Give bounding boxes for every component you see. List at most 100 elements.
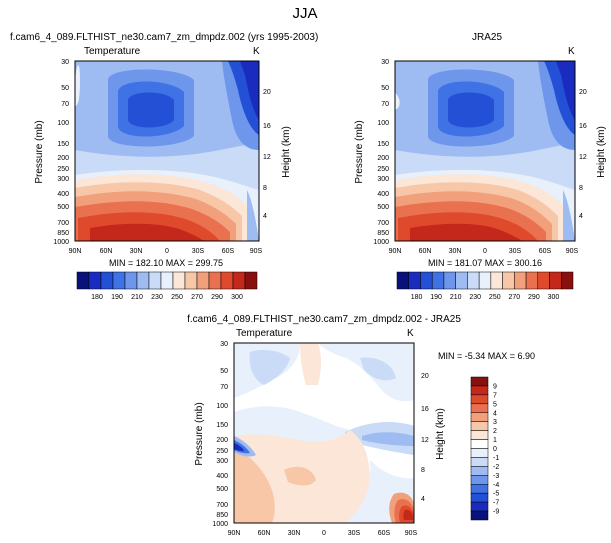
colorbar-label: 270 <box>508 294 520 301</box>
colorbar-swatch <box>420 271 433 290</box>
y-tick-label: 400 <box>57 191 69 198</box>
y-tick-label: 1000 <box>373 239 389 246</box>
y-tick-label: 100 <box>377 120 389 127</box>
y-tick-label: 200 <box>377 155 389 162</box>
colorbar-swatch <box>136 271 150 290</box>
colorbar-label: -2 <box>493 464 499 471</box>
height-tick-label: 20 <box>579 89 587 96</box>
colorbar-swatch <box>232 271 246 290</box>
y-ticks-right: 20 16 12 8 4 <box>263 89 271 220</box>
colorbar-swatch <box>470 510 489 521</box>
colorbar-swatch <box>470 385 489 396</box>
colorbar-difference: 9 7 5 4 3 2 1 0 -1 -2 -3 -4 -5 -7 -9 <box>470 376 499 521</box>
y-tick-label: 200 <box>57 155 69 162</box>
x-tick-label: 0 <box>322 530 326 537</box>
x-tick-label: 30N <box>449 248 462 255</box>
x-tick-label: 90N <box>389 248 402 255</box>
colorbar-swatch <box>196 271 210 290</box>
colorbar-label: 290 <box>528 294 540 301</box>
y-ticks-left: 30 50 70 100 150 200 250 300 400 500 700… <box>373 59 389 246</box>
height-tick-label: 16 <box>579 123 587 130</box>
colorbar-swatch <box>470 439 489 449</box>
panel-variable-label: Temperature <box>84 46 141 57</box>
colorbar-swatch <box>76 271 90 290</box>
colorbar-swatch <box>470 501 489 512</box>
colorbar-swatch <box>455 271 468 290</box>
y-tick-label: 850 <box>216 512 228 519</box>
colorbar-swatch <box>408 271 421 290</box>
colorbar-label: 7 <box>493 392 497 399</box>
x-tick-label: 90S <box>405 530 418 537</box>
y-ticks-right: 20 16 12 8 4 <box>421 373 429 503</box>
colorbar-swatch <box>514 271 527 290</box>
colorbar-swatch <box>470 466 489 476</box>
y-tick-label: 50 <box>381 85 389 92</box>
colorbar-swatch <box>470 457 489 467</box>
y-tick-label: 30 <box>220 341 228 348</box>
colorbar-label: -3 <box>493 473 499 480</box>
colorbar-label: 5 <box>493 401 497 408</box>
colorbar-swatch <box>470 403 489 413</box>
colorbar-swatch <box>100 271 114 290</box>
plot-frame <box>74 60 260 242</box>
x-tick-label: 30S <box>348 530 361 537</box>
y-tick-label: 30 <box>61 59 69 66</box>
figure-suptitle: JJA <box>292 5 317 22</box>
panel-title: f.cam6_4_089.FLTHIST_ne30.cam7_zm_dmpdz.… <box>187 314 461 325</box>
colorbar-label: 230 <box>469 294 481 301</box>
y-tick-label: 70 <box>381 101 389 108</box>
height-tick-label: 12 <box>421 437 429 444</box>
height-tick-label: 16 <box>263 123 271 130</box>
x-tick-label: 60N <box>258 530 271 537</box>
y-tick-label: 1000 <box>212 521 228 528</box>
height-tick-label: 20 <box>421 373 429 380</box>
y-tick-label: 150 <box>57 141 69 148</box>
colorbar-swatch <box>470 475 489 485</box>
y-axis-label: Pressure (mb) <box>194 402 205 465</box>
y-tick-label: 150 <box>216 422 228 429</box>
colorbar-label: 190 <box>430 294 442 301</box>
colorbar-reanalysis: 180 190 210 230 250 270 290 300 <box>396 271 574 301</box>
colorbar-swatch <box>148 271 162 290</box>
y-tick-label: 500 <box>57 204 69 211</box>
height-tick-label: 12 <box>263 154 271 161</box>
colorbar-swatch <box>478 271 492 290</box>
colorbar-label: 1 <box>493 437 497 444</box>
y-tick-label: 30 <box>381 59 389 66</box>
colorbar-swatch <box>502 271 515 290</box>
height-tick-label: 16 <box>421 406 429 413</box>
y-tick-label: 850 <box>57 230 69 237</box>
difference-field <box>234 343 414 523</box>
y-tick-label: 300 <box>57 176 69 183</box>
colorbar-swatch <box>470 484 489 494</box>
colorbar-label: 230 <box>151 294 163 301</box>
colorbar-label: 9 <box>493 383 497 390</box>
colorbar-label: -4 <box>493 482 499 489</box>
colorbar-swatch <box>470 492 489 503</box>
y-tick-label: 100 <box>216 403 228 410</box>
colorbar-label: 3 <box>493 419 497 426</box>
panel-reanalysis: JRA25 K 30 50 70 100 150 <box>354 32 607 268</box>
colorbar-swatch <box>220 271 234 290</box>
colorbar-label: -1 <box>493 455 499 462</box>
colorbar-swatch <box>470 430 489 440</box>
colorbar-label: 2 <box>493 428 497 435</box>
panel-units-label: K <box>253 46 260 57</box>
y-tick-label: 500 <box>216 486 228 493</box>
y-ticks-left: 30 50 70 100 150 200 250 300 400 500 700… <box>53 59 69 246</box>
colorbar-label: 180 <box>91 294 103 301</box>
y-tick-label: 100 <box>57 120 69 127</box>
y-tick-label: 50 <box>220 368 228 375</box>
colorbar-swatch <box>549 271 562 290</box>
colorbar-label: 270 <box>191 294 203 301</box>
y-tick-label: 700 <box>216 502 228 509</box>
colorbar-label: 210 <box>450 294 462 301</box>
colorbar-swatch <box>160 271 174 290</box>
colorbar-swatch <box>561 271 574 290</box>
y-axis-label-right: Height (km) <box>435 408 446 460</box>
y-tick-label: 150 <box>377 141 389 148</box>
y-tick-label: 300 <box>377 176 389 183</box>
y-tick-label: 500 <box>377 204 389 211</box>
colorbar-swatch <box>172 271 186 290</box>
